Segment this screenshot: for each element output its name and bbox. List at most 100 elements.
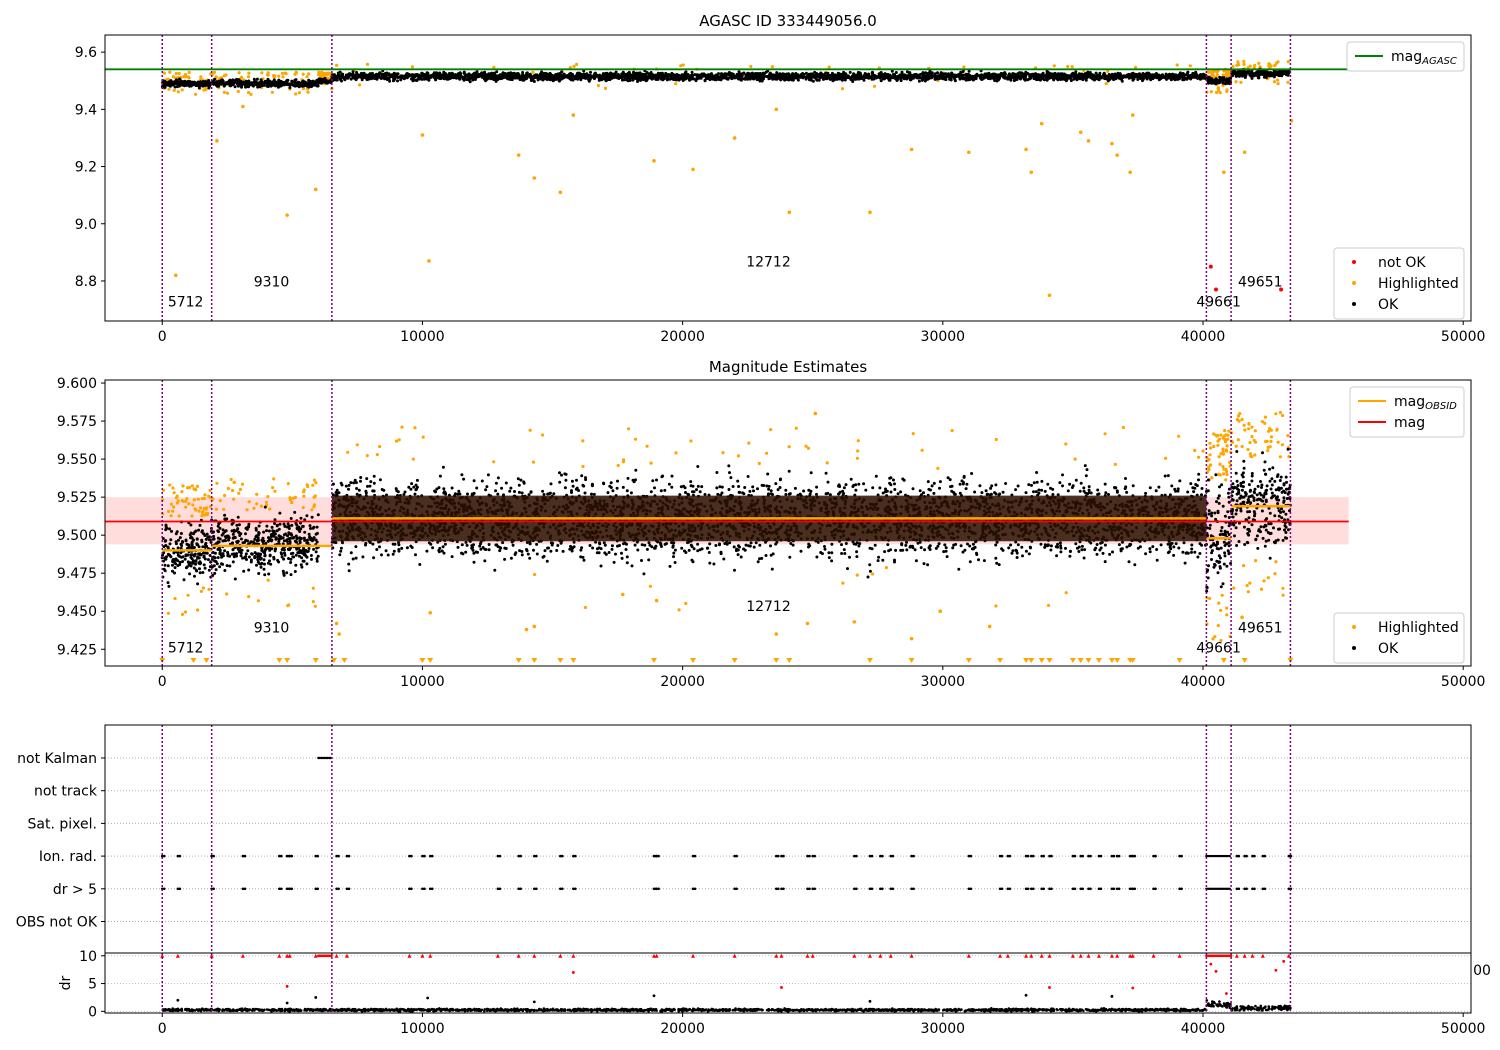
data-point-ok [184,82,188,85]
data-point-highlighted [677,608,681,612]
data-point-highlighted [314,481,318,485]
data-point-ok [345,75,349,79]
data-point-ok [879,71,883,74]
data-point-ok [1032,74,1036,78]
data-point-highlighted [397,438,401,442]
data-point-ok [1243,70,1247,73]
data-point-highlighted [1073,457,1077,461]
data-point-highlighted [1222,472,1226,476]
data-point-highlighted [1242,59,1246,64]
data-point-ok [513,76,517,80]
data-point-ok [626,79,630,83]
data-point-ok [782,77,786,81]
data-point-ok [843,78,847,82]
data-point-ok [894,71,898,74]
data-point-ok [198,567,201,571]
data-point-ok [1070,74,1074,78]
data-point-highlighted [1240,417,1244,422]
data-point-highlighted [1209,463,1213,467]
data-point-ok [299,527,303,531]
data-point-ok [922,76,926,80]
data-point-ok [310,85,313,89]
data-point-ok [590,75,594,79]
data-point-highlighted [1234,80,1238,84]
data-point-highlighted [1224,448,1228,452]
data-point-highlighted [1047,293,1052,298]
data-point-highlighted [868,210,872,215]
data-point-highlighted [200,497,204,501]
data-point-ok [340,72,344,76]
data-point-ok [1145,77,1149,80]
data-point-ok [931,74,935,78]
data-point-highlighted [1078,130,1083,135]
data-point-ok [709,76,713,79]
data-point-highlighted [311,483,315,487]
data-point-ok [1170,77,1173,81]
data-point-ok [196,582,200,586]
data-point-ok [749,72,753,76]
data-point-ok [612,73,616,77]
data-point-ok [771,77,775,81]
data-point-ok [169,538,173,542]
data-point-ok [813,70,817,74]
data-point-highlighted [1269,435,1274,439]
data-point-ok [896,76,900,80]
data-point-ok [247,83,250,87]
data-point-ok [309,527,312,530]
data-point-ok [392,71,396,75]
data-point-ok [268,548,272,552]
data-point-ok [196,556,200,560]
data-point-ok [933,72,937,76]
data-point-ok [729,75,733,79]
data-point-ok [438,71,442,75]
data-point-ok [251,84,255,88]
data-point-ok [582,72,586,76]
legend-marker-swatch [1352,302,1356,306]
data-point-ok [481,75,485,79]
data-point-ok [1012,79,1016,83]
data-point-ok [470,74,474,78]
data-point-highlighted [174,496,178,500]
legend-marker-swatch [1352,281,1356,285]
data-point-ok [962,73,966,77]
data-point-highlighted [194,92,198,96]
data-point-highlighted [1219,452,1223,456]
data-point-ok [274,81,278,85]
data-point-ok [494,78,498,81]
data-point-ok [847,75,851,79]
data-point-ok [794,74,798,77]
data-point-ok [387,76,391,80]
data-point-ok [338,70,342,74]
data-point-ok [197,545,201,549]
data-point-ok [165,80,169,84]
data-point-highlighted [365,62,370,66]
data-point-ok [1242,72,1246,76]
data-point-highlighted [1242,423,1246,427]
data-point-highlighted [186,593,190,597]
data-point-highlighted [1039,121,1044,126]
data-point-ok [448,73,452,77]
data-point-ok [900,70,904,74]
data-point-ok [917,79,921,83]
data-point-ok [786,75,790,79]
data-point-highlighted [1253,453,1257,457]
data-point-ok [840,77,843,81]
data-point-highlighted [199,589,203,594]
data-point-ok [292,536,296,539]
data-point-ok [760,79,764,83]
data-point-ok [304,554,308,558]
data-point-ok [695,77,699,81]
data-point-ok [473,72,477,76]
data-point-ok [925,74,929,78]
data-point-ok [470,76,474,80]
data-point-highlighted [173,596,177,601]
data-point-highlighted [1240,444,1244,449]
data-point-highlighted [195,484,199,488]
data-point-ok [681,73,685,77]
data-point-ok [1011,72,1015,76]
data-point-ok [724,74,728,78]
data-point-ok [190,540,194,544]
data-point-ok [237,78,241,82]
data-point-ok [649,74,653,78]
